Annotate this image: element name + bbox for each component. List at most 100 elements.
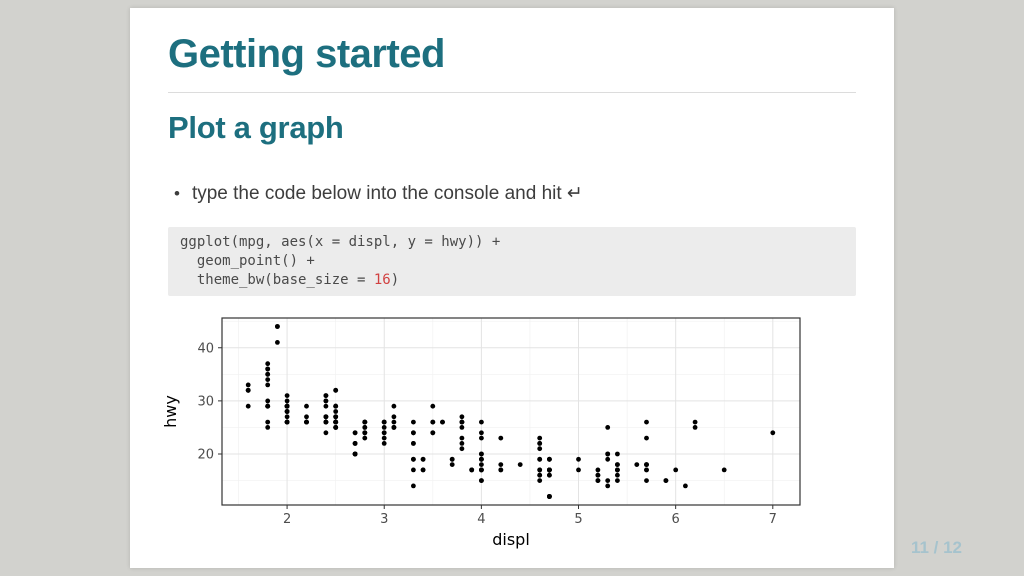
- scatter-point: [605, 478, 611, 483]
- scatter-point: [537, 446, 543, 452]
- scatter-point: [663, 478, 669, 483]
- scatter-point: [605, 456, 611, 462]
- code-line: ggplot(mpg, aes(x = displ, y = hwy)) +: [180, 234, 501, 250]
- plot-panel: [222, 318, 800, 505]
- scatter-point: [547, 456, 552, 462]
- y-tick-label: 20: [197, 448, 214, 463]
- scatter-point: [323, 403, 329, 409]
- title-divider: [168, 92, 856, 93]
- x-tick-label: 4: [477, 512, 485, 527]
- scatter-point: [615, 451, 620, 457]
- bullet-text: type the code below into the console and…: [191, 183, 583, 204]
- x-tick-label: 3: [380, 512, 388, 527]
- scatter-point: [479, 462, 484, 467]
- scatter-point: [537, 472, 543, 478]
- scatter-point: [323, 419, 329, 425]
- code-block: ggplot(mpg, aes(x = displ, y = hwy)) + g…: [168, 227, 856, 296]
- x-tick-label: 7: [769, 512, 777, 527]
- scatter-point: [440, 419, 445, 425]
- scatter-point: [479, 451, 484, 457]
- bullet-list: • type the code below into the console a…: [168, 181, 856, 207]
- scatter-point: [692, 419, 698, 425]
- scatter-point: [265, 382, 271, 388]
- scatter-point: [721, 467, 727, 473]
- scatter-point: [430, 403, 436, 409]
- scatter-point: [284, 393, 290, 398]
- scatter-point: [265, 425, 271, 430]
- scatter-point: [265, 419, 271, 425]
- scatter-point: [265, 403, 271, 409]
- code-line: geom_point() +: [180, 253, 315, 269]
- scatter-point: [692, 425, 698, 430]
- scatter-point: [411, 441, 416, 446]
- scatter-point: [391, 414, 397, 420]
- x-tick-label: 2: [283, 512, 291, 527]
- scatter-point: [449, 462, 455, 467]
- scatter-point: [420, 467, 426, 473]
- x-axis-label: displ: [492, 530, 530, 549]
- scatter-point: [411, 456, 416, 462]
- bullet-item: • type the code below into the console a…: [174, 181, 856, 207]
- scatter-point: [352, 430, 358, 436]
- scatter-point: [333, 414, 339, 420]
- scatter-point: [537, 441, 543, 446]
- scatter-point: [479, 478, 484, 483]
- scatter-point: [275, 340, 280, 345]
- scatter-point: [683, 483, 688, 489]
- page-number: 11 / 12: [910, 538, 962, 557]
- scatter-point: [411, 419, 416, 425]
- y-tick-label: 30: [197, 394, 214, 409]
- scatter-point: [284, 398, 290, 404]
- scatter-point: [644, 435, 649, 441]
- scatter-point: [352, 441, 358, 446]
- scatter-point: [362, 419, 368, 425]
- scatter-point: [459, 435, 465, 441]
- scatter-plot-svg: 2 3 4 5 6 7 20 30 40 displ hwy: [161, 317, 801, 549]
- scatter-point: [479, 467, 484, 473]
- scatter-point: [644, 467, 649, 473]
- scatter-point: [479, 430, 484, 436]
- scatter-point: [323, 414, 329, 420]
- scatter-point: [576, 456, 581, 462]
- scatter-point: [265, 398, 271, 404]
- scatter-point: [449, 456, 455, 462]
- scatter-point: [547, 494, 552, 499]
- scatter-point: [644, 419, 649, 425]
- y-tick-label: 40: [197, 341, 214, 356]
- scatter-point: [333, 419, 339, 425]
- code-line: theme_bw(base_size = 16): [180, 272, 400, 288]
- scatter-point: [265, 377, 271, 382]
- scatter-point: [411, 467, 416, 473]
- scatter-point: [459, 414, 465, 420]
- scatter-point: [615, 467, 620, 473]
- scatter-point: [381, 419, 387, 425]
- scatter-point: [323, 398, 329, 404]
- scatter-point: [265, 361, 271, 367]
- slide-subtitle: Plot a graph: [168, 110, 344, 145]
- scatter-point: [430, 419, 436, 425]
- scatter-point: [391, 419, 397, 425]
- scatter-point: [245, 403, 251, 409]
- scatter-point: [537, 478, 543, 483]
- slide-title: Getting started: [168, 32, 445, 76]
- scatter-point: [362, 425, 368, 430]
- scatter-point: [595, 467, 601, 473]
- scatter-point: [498, 462, 504, 467]
- scatter-point: [275, 324, 280, 329]
- scatter-point: [284, 403, 290, 409]
- y-axis-label: hwy: [161, 395, 180, 428]
- scatter-point: [284, 409, 290, 414]
- scatter-point: [537, 456, 543, 462]
- scatter-point: [479, 419, 484, 425]
- scatter-point: [605, 483, 611, 489]
- scatter-point: [245, 382, 251, 388]
- scatter-point: [459, 419, 465, 425]
- scatter-point: [352, 451, 358, 457]
- scatter-point: [284, 419, 290, 425]
- scatter-point: [265, 371, 271, 377]
- scatter-point: [498, 435, 504, 441]
- plot-panel-border: [221, 317, 801, 506]
- scatter-point: [304, 419, 309, 425]
- scatter-point: [362, 430, 368, 436]
